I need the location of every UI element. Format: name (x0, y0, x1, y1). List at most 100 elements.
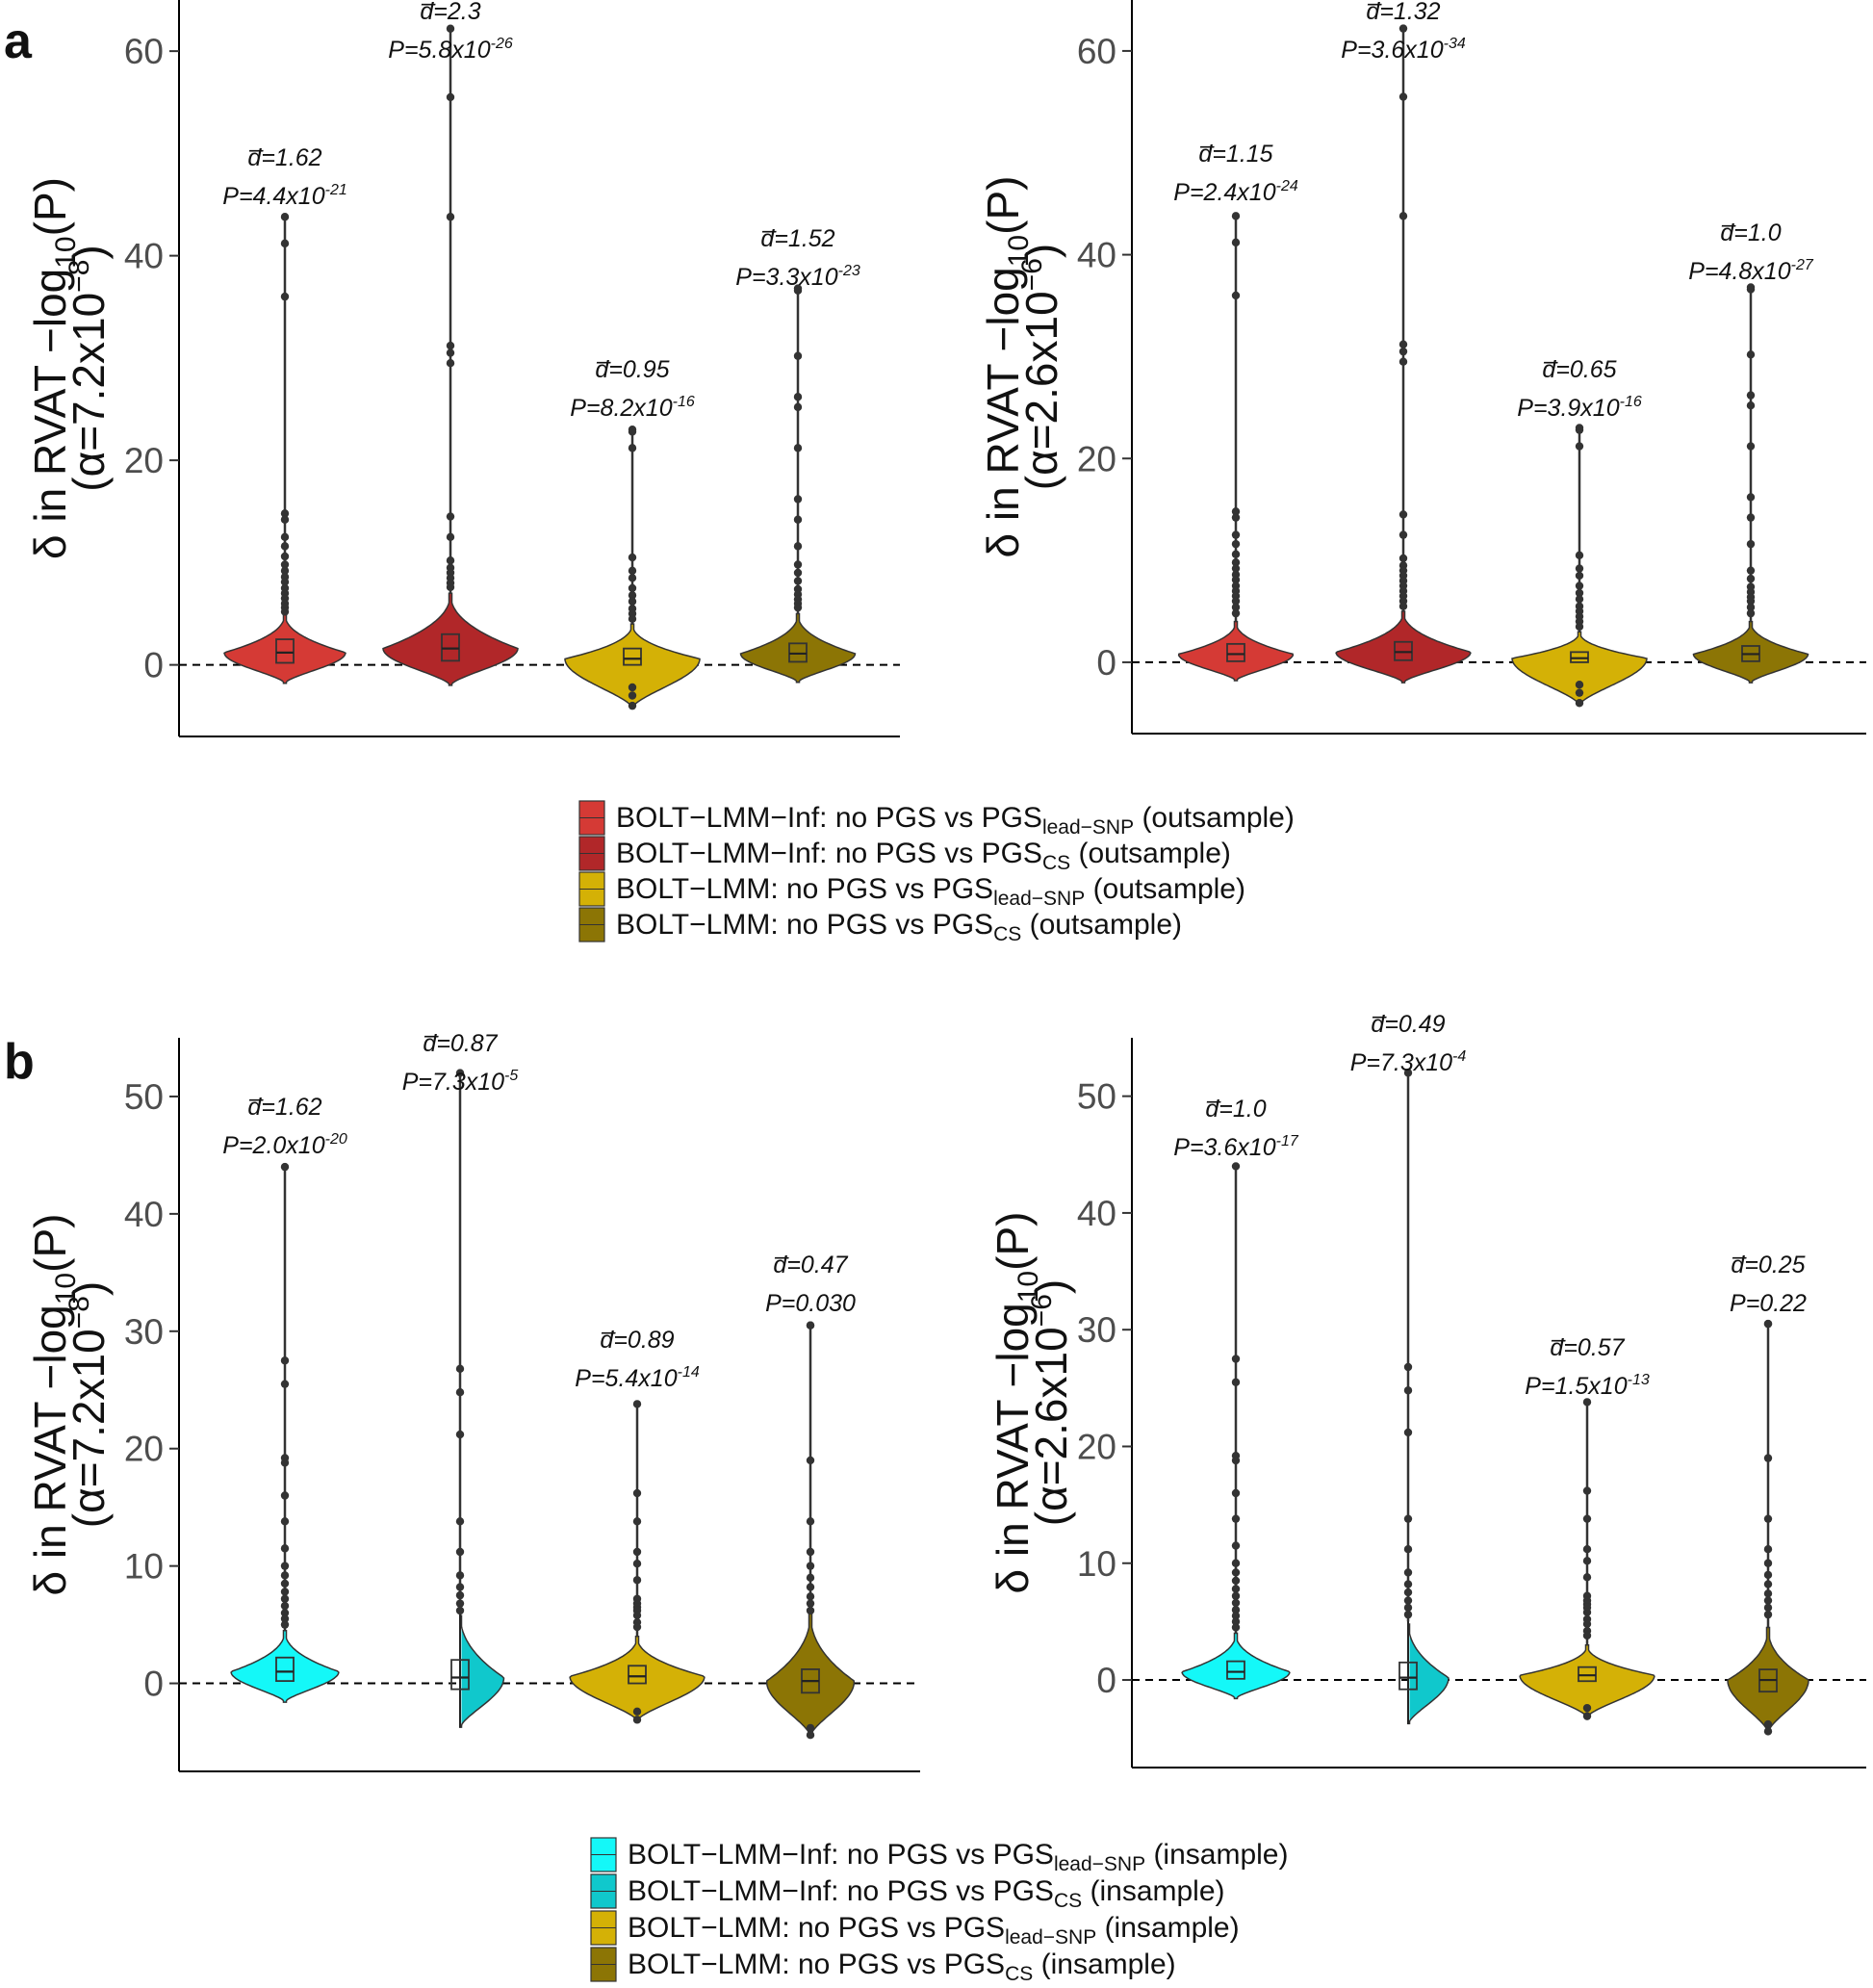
outlier-point (1231, 1591, 1241, 1600)
y-axis-label-part: δ in RVAT −log (978, 267, 1028, 557)
outlier-point (1763, 1570, 1773, 1580)
legend-label-subscript: lead−SNP (1005, 1926, 1096, 1949)
y-axis-label-part: (P) (25, 177, 75, 236)
outlier-point (793, 542, 803, 551)
effect-size-value: 0.87 (450, 1030, 499, 1057)
effect-size-symbol: d̅ (760, 225, 777, 252)
violin-group: d̅=0.89 P=5.4x10-14 (569, 1327, 706, 1724)
outlier-point (280, 578, 290, 586)
y-tick-label: 20 (124, 1430, 164, 1469)
outlier-point (1746, 608, 1756, 618)
violin-body (223, 612, 346, 684)
effect-size-annotation: d̅=1.0 (1720, 219, 1781, 246)
outlier-point (1398, 510, 1408, 519)
outlier-point (280, 552, 290, 561)
box-iqr (1398, 1661, 1418, 1691)
outlier-point (1403, 1580, 1413, 1588)
p-value-base: P=3.9x10 (1517, 395, 1619, 422)
outlier-point (632, 1517, 642, 1526)
max-point (632, 1400, 642, 1408)
outlier-point (1231, 1456, 1241, 1465)
outlier-point (280, 1459, 290, 1467)
outlier-point (1403, 1588, 1413, 1597)
outlier-point (1231, 597, 1241, 606)
p-value-annotation: P=4.8x10-27 (1688, 257, 1814, 285)
outlier-point (280, 1588, 290, 1596)
violin-group: d̅=0.49 P=7.3x10-4 (1350, 1011, 1466, 1725)
outlier-point (1746, 391, 1756, 400)
legend-label: BOLT−LMM−Inf: no PGS vs PGSCS (insample) (628, 1875, 1225, 1912)
p-value-annotation: P=4.4x10-21 (222, 182, 346, 210)
outlier-point (806, 1562, 815, 1570)
legend-label-subscript: lead−SNP (993, 888, 1085, 910)
outlier-point (1403, 1514, 1413, 1523)
outlier-point (793, 560, 803, 569)
legend-label-prefix: BOLT−LMM: no PGS vs PGS (628, 1949, 1005, 1980)
p-value-base: P=5.4x10 (575, 1365, 677, 1392)
outlier-point (446, 512, 455, 521)
outlier-point (806, 1599, 815, 1608)
legend-b: BOLT−LMM−Inf: no PGS vs PGSlead−SNP (ins… (590, 1837, 1288, 1985)
max-point (628, 426, 637, 434)
effect-size-equals: = (608, 356, 623, 383)
outlier-point (793, 568, 803, 578)
y-axis-label-part: δ in RVAT −log (25, 1304, 75, 1595)
outlier-point (628, 566, 637, 576)
outlier-point (1763, 1719, 1773, 1729)
outlier-point (280, 1356, 290, 1365)
outlier-point (1231, 291, 1241, 300)
max-point (280, 1162, 290, 1172)
y-tick-label: 20 (1077, 1427, 1116, 1466)
y-tick-label: 60 (124, 32, 164, 71)
p-value-base: P=5.8x10 (388, 37, 490, 64)
outlier-point (280, 607, 290, 616)
effect-size-symbol: d̅ (247, 1094, 264, 1121)
legend-label-prefix: BOLT−LMM−Inf: no PGS vs PGS (616, 838, 1042, 869)
p-value-annotation: P=2.4x10-24 (1173, 178, 1298, 206)
outlier-point (280, 1544, 290, 1553)
outlier-point (280, 532, 290, 542)
outlier-point (1582, 1573, 1592, 1582)
effect-size-symbol: d̅ (595, 356, 611, 383)
violin-group: d̅=1.0 P=4.8x10-27 (1688, 219, 1814, 684)
legend-label-prefix: BOLT−LMM−Inf: no PGS vs PGS (616, 802, 1042, 834)
effect-size-symbol: d̅ (1366, 0, 1382, 25)
p-value-base: P=7.3x10 (402, 1069, 504, 1096)
y-axis-label-subscript: 10 (50, 1273, 82, 1304)
p-value-exponent: -5 (504, 1068, 518, 1084)
outlier-point (280, 560, 290, 569)
outlier-point (793, 444, 803, 452)
outlier-point (1575, 622, 1584, 632)
outlier-point (446, 92, 455, 102)
p-value-exponent: -13 (1628, 1372, 1650, 1388)
p-value-annotation: P=3.6x10-17 (1173, 1133, 1299, 1161)
outlier-point (1398, 212, 1408, 220)
p-value-base: P=2.0x10 (222, 1132, 324, 1159)
outlier-point (628, 614, 637, 624)
effect-size-equals: = (786, 1252, 801, 1278)
outlier-point (1231, 575, 1241, 584)
y-tick-label: 30 (124, 1312, 164, 1352)
box-iqr (623, 647, 642, 666)
max-point (446, 24, 455, 33)
outlier-point (280, 1517, 290, 1526)
p-value-annotation: P=5.4x10-14 (575, 1364, 700, 1392)
y-tick-label: 40 (1077, 236, 1116, 275)
effect-size-symbol: d̅ (1542, 356, 1558, 383)
effect-size-equals: = (261, 144, 275, 171)
y-axis-label: δ in RVAT −log10(P) (978, 176, 1035, 558)
outlier-point (1231, 539, 1241, 549)
max-point (455, 1069, 465, 1077)
box-iqr (275, 1656, 295, 1683)
max-point (806, 1321, 815, 1330)
box-iqr (450, 1659, 470, 1691)
outlier-point (1398, 92, 1408, 101)
box-iqr (628, 1665, 647, 1685)
effect-size-symbol: d̅ (600, 1327, 616, 1354)
outlier-point (1403, 1603, 1413, 1613)
